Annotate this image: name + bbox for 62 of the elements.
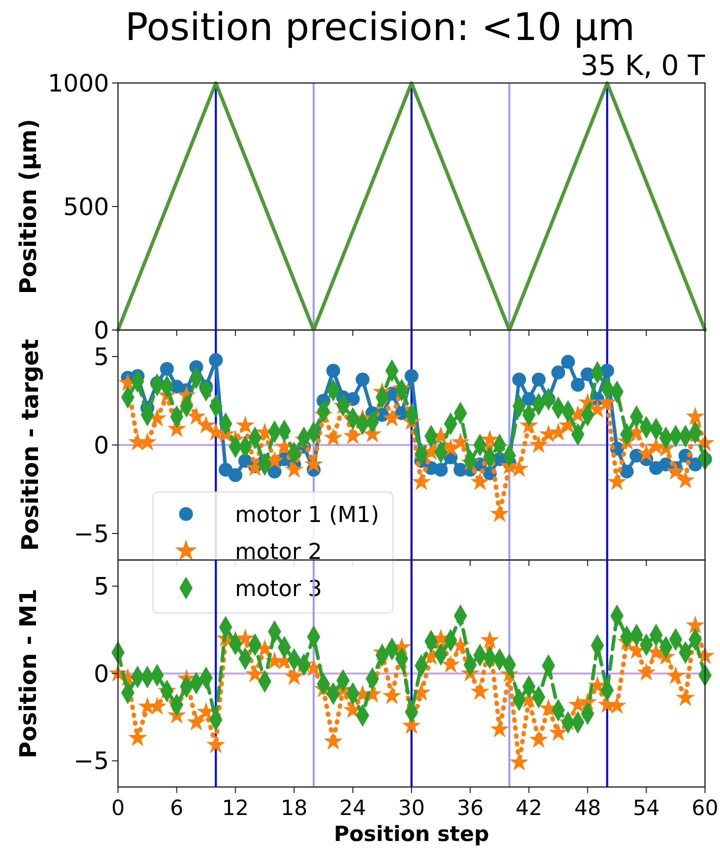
point — [382, 408, 402, 426]
point — [404, 369, 418, 383]
point — [208, 353, 223, 367]
legend-label: motor 1 (M1) — [235, 503, 380, 528]
x-tick-label: 0 — [111, 796, 125, 820]
point — [356, 372, 370, 386]
point — [434, 462, 448, 477]
point — [561, 354, 575, 369]
point — [470, 472, 490, 490]
y-axis-title: Position (μm) — [16, 118, 42, 294]
point — [138, 432, 157, 450]
y-tick-label: 0 — [94, 316, 109, 344]
point — [206, 422, 226, 441]
x-tick-label: 30 — [398, 796, 425, 820]
y-tick-label: 0 — [94, 660, 109, 688]
y-tick-label: 5 — [94, 342, 109, 371]
x-tick-label: 48 — [574, 796, 601, 820]
y-axis-title: Position - M1 — [16, 588, 42, 758]
y-tick-label: 500 — [63, 192, 109, 221]
point — [666, 462, 686, 480]
point — [236, 416, 255, 434]
y-axis-title: Position - target — [18, 339, 44, 551]
point — [196, 416, 216, 434]
point — [480, 430, 500, 448]
y-tick-label: 0 — [94, 431, 109, 460]
point — [532, 372, 546, 386]
point — [522, 392, 536, 406]
x-tick-label: 24 — [339, 796, 366, 820]
point — [490, 504, 509, 522]
point — [512, 372, 526, 386]
point — [451, 432, 470, 450]
x-axis-title: Position step — [334, 822, 490, 846]
point — [218, 462, 233, 477]
point — [186, 406, 206, 425]
y-tick-label: 1000 — [48, 69, 109, 98]
legend-label: motor 2 — [235, 540, 322, 565]
point — [228, 468, 242, 482]
y-tick-label: −5 — [74, 747, 109, 776]
chart-title: Position precision: <10 μm — [125, 5, 635, 49]
point — [620, 464, 634, 478]
point — [346, 392, 360, 406]
x-tick-label: 36 — [456, 796, 484, 820]
point — [676, 470, 695, 488]
y-tick-label: −5 — [74, 520, 109, 548]
x-tick-label: 12 — [222, 796, 249, 820]
x-tick-label: 54 — [632, 796, 660, 820]
point — [529, 435, 548, 454]
x-tick-label: 6 — [170, 796, 184, 820]
point — [412, 472, 431, 490]
x-tick-label: 18 — [280, 796, 308, 820]
point — [570, 378, 585, 392]
point — [160, 362, 174, 376]
point — [324, 428, 343, 446]
point — [326, 364, 340, 378]
point — [551, 366, 566, 380]
point — [686, 406, 705, 425]
point — [304, 454, 324, 472]
x-tick-label: 60 — [692, 796, 718, 820]
y-tick-label: 5 — [94, 572, 109, 601]
point — [608, 472, 626, 490]
x-tick-label: 42 — [516, 796, 542, 820]
text: 35 K, 0 T — [580, 49, 706, 82]
